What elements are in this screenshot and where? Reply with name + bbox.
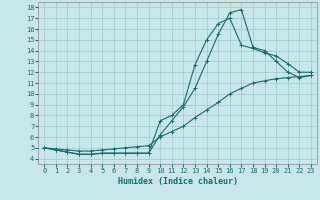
X-axis label: Humidex (Indice chaleur): Humidex (Indice chaleur)	[118, 177, 238, 186]
